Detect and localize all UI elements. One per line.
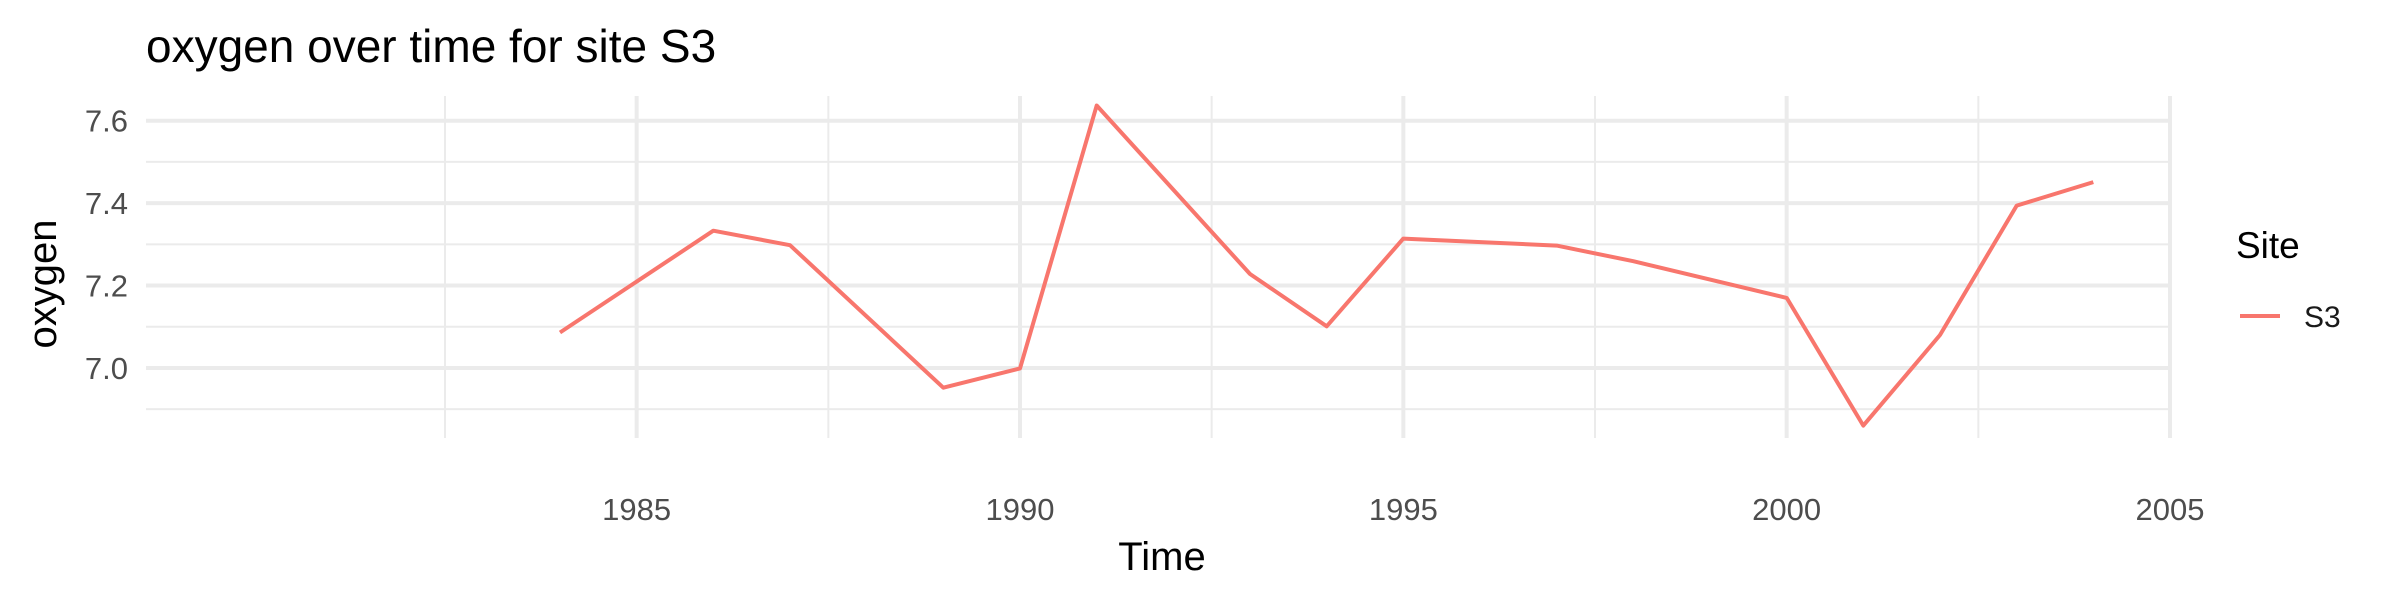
x-tick-label: 1995 (1369, 492, 1438, 527)
y-axis-title: oxygen (21, 220, 65, 349)
legend-label-s3: S3 (2304, 301, 2341, 334)
x-tick-label: 2000 (1752, 492, 1821, 527)
legend: Site S3 (2236, 225, 2341, 334)
x-tick-labels: 1985 1990 1995 2000 2005 (602, 492, 2204, 527)
legend-title: Site (2236, 225, 2300, 266)
x-tick-label: 2005 (2136, 492, 2205, 527)
x-axis-title: Time (1118, 535, 1205, 579)
x-tick-label: 1990 (986, 492, 1055, 527)
y-tick-label: 7.2 (85, 269, 128, 304)
chart-title: oxygen over time for site S3 (146, 20, 716, 72)
grid (146, 96, 2172, 438)
y-tick-label: 7.4 (85, 186, 128, 221)
y-tick-labels: 7.0 7.2 7.4 7.6 (85, 104, 128, 386)
y-tick-label: 7.0 (85, 351, 128, 386)
x-tick-label: 1985 (602, 492, 671, 527)
y-tick-label: 7.6 (85, 104, 128, 139)
series-line-s3 (558, 103, 2094, 428)
series-layer (558, 103, 2094, 428)
